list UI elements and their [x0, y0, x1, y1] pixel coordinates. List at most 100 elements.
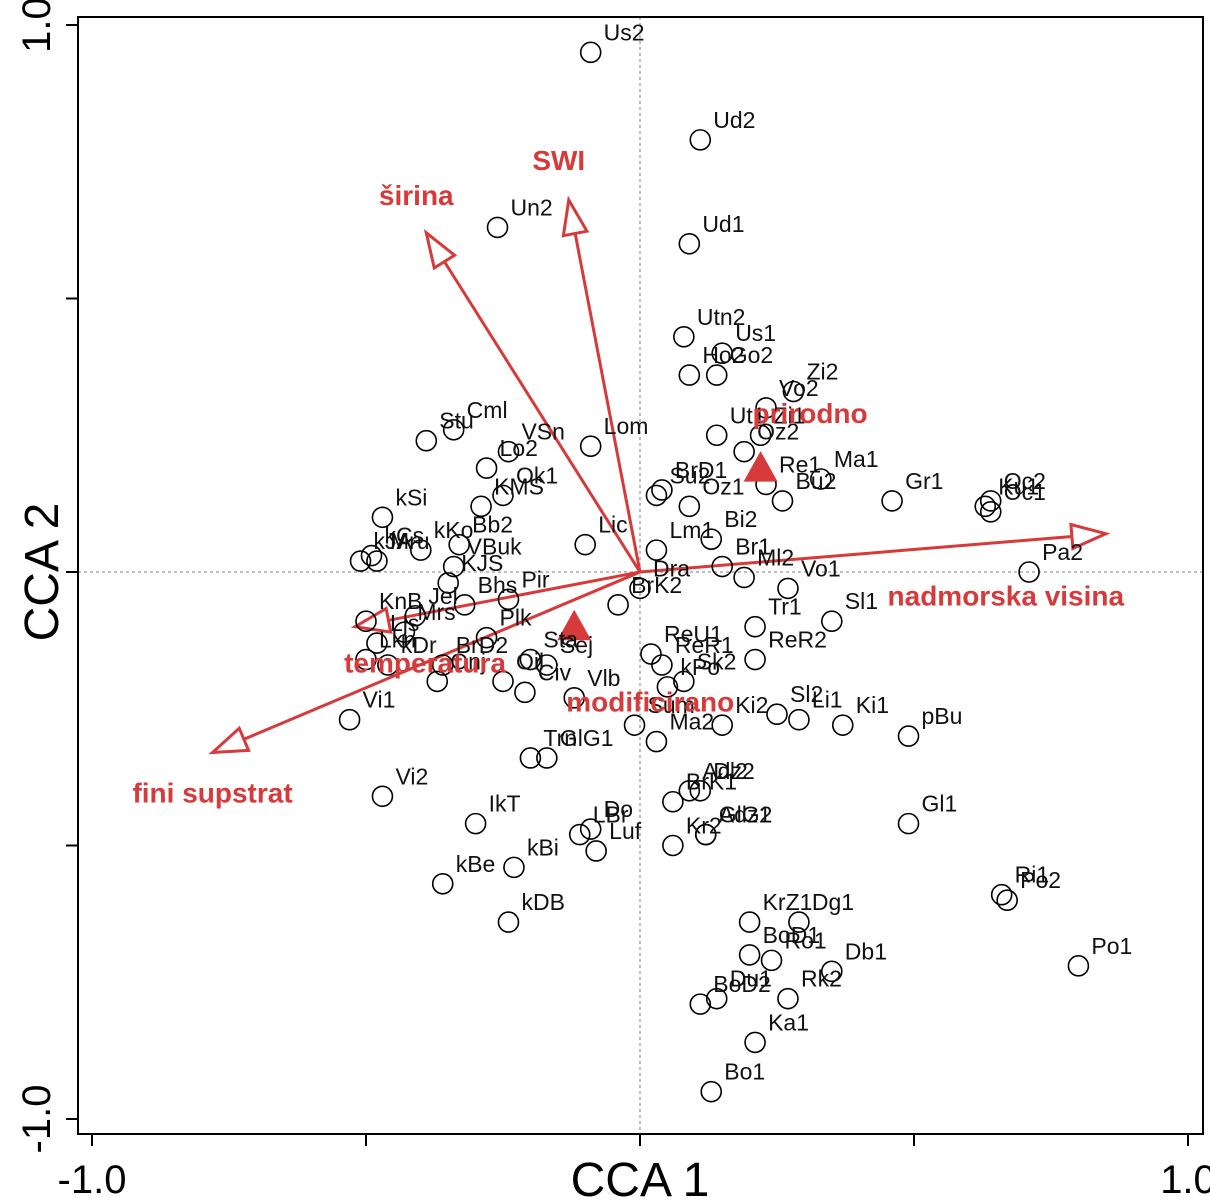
site-point-dl2	[689, 779, 712, 802]
centroid-prirodno	[743, 451, 778, 482]
site-point-pbu	[897, 725, 920, 747]
site-point-brk2	[607, 594, 629, 616]
site-label-civ: Civ	[538, 659, 572, 685]
site-label-bu2: Bu2	[795, 468, 836, 494]
site-point-kms	[470, 495, 492, 518]
site-point-ud2	[689, 129, 712, 151]
site-point-mrs	[393, 621, 416, 643]
site-point-sum	[623, 714, 646, 736]
centroid-modificirano	[557, 609, 592, 641]
site-label-kko: kKo	[434, 517, 474, 543]
site-point-gl1	[897, 812, 920, 835]
site-label-reu1: ReU1	[664, 621, 723, 647]
site-point-oc2	[979, 490, 1002, 512]
site-point-ud1	[678, 233, 701, 255]
site-label-ut1: Ut1	[730, 402, 766, 428]
site-label-lm1: Lm1	[669, 517, 714, 543]
site-label-trn: Trn	[543, 725, 577, 751]
site-label-rk2: Rk2	[801, 966, 842, 992]
site-point-ma1	[810, 468, 832, 490]
site-point-adz2	[678, 779, 701, 802]
site-point-reu1	[640, 643, 662, 665]
site-point-ksi	[371, 506, 394, 529]
site-point-li1	[788, 708, 810, 731]
site-point-rer1	[651, 654, 673, 676]
site-point-sej	[536, 654, 558, 676]
site-point-ro1	[760, 949, 783, 972]
vector-label-swi: SWI	[532, 145, 585, 176]
site-label-kms: KMS	[494, 473, 544, 499]
site-label-cml: Cml	[467, 397, 508, 423]
site-label-ki2: Ki2	[735, 692, 768, 718]
site-label-pbu: pBu	[922, 703, 963, 729]
site-point-us2	[579, 41, 602, 64]
site-point-un2	[486, 216, 509, 239]
site-point-lkn	[355, 648, 377, 671]
site-label-rer2: ReR2	[768, 627, 827, 653]
site-point-oz2	[733, 440, 755, 463]
site-label-lom: Lom	[604, 413, 649, 439]
vector-sirina	[443, 260, 642, 573]
site-label-un2: Un2	[511, 194, 553, 220]
site-label-ljs: Ljs	[390, 610, 419, 636]
site-label-sl1: Sl1	[845, 588, 878, 614]
site-point-tr1	[744, 615, 766, 638]
site-label-sej: Sej	[560, 632, 593, 658]
site-point-ut1	[705, 424, 728, 447]
site-label-kjs: KJS	[461, 550, 503, 576]
site-point-pa2	[1018, 561, 1040, 583]
site-label-sum: Sum	[648, 692, 695, 718]
site-points	[338, 41, 1090, 1103]
site-point-bhs	[453, 594, 476, 616]
site-point-oil	[492, 670, 514, 693]
site-point-sl1	[820, 610, 843, 633]
vector-arrowhead-sirina	[423, 229, 458, 271]
site-point-oc1	[979, 501, 1002, 523]
site-point-ljs	[366, 632, 388, 654]
site-label-vbuk: VBuk	[467, 534, 522, 560]
site-point-lic	[574, 533, 597, 556]
site-point-bb2	[448, 533, 470, 556]
site-point-go2	[705, 364, 728, 386]
site-label-kdr: kDr	[401, 632, 437, 658]
site-point-bod1	[738, 944, 761, 966]
site-label-krz1: KrZ1	[763, 889, 813, 915]
site-label-brk2: BrK2	[631, 572, 682, 598]
site-label-bod2: BoD2	[713, 971, 771, 997]
site-label-po2: Po2	[1020, 867, 1061, 893]
vector-label-nadmorska-visina: nadmorska visina	[888, 581, 1125, 612]
site-point-zi2	[782, 380, 805, 403]
site-label-ku1: Ku1	[998, 473, 1039, 499]
site-point-sta	[519, 648, 542, 671]
site-label-re1: Re1	[779, 451, 821, 477]
site-label-bi2: Bi2	[724, 506, 757, 532]
site-point-brd2	[431, 654, 454, 676]
site-label-bb2: Bb2	[472, 512, 513, 538]
site-label-ri1: Ri1	[1015, 862, 1050, 888]
site-label-us2: Us2	[604, 19, 645, 45]
site-point-luf	[585, 840, 607, 862]
site-label-ma2: Ma2	[669, 709, 714, 735]
site-label-ma1: Ma1	[834, 446, 879, 472]
site-point-us1	[711, 342, 734, 365]
site-point-lm1	[645, 539, 668, 561]
site-label-vsn: VSn	[521, 419, 564, 445]
site-point-trn	[519, 747, 542, 769]
site-point-kdr	[377, 654, 399, 676]
site-label-ho2: Ho2	[702, 342, 744, 368]
x-tick-label: -1.0	[58, 1158, 127, 1202]
site-label-gl1: Gl1	[922, 791, 958, 817]
site-label-sta: Sta	[543, 627, 578, 653]
site-point-ok1	[492, 484, 514, 507]
site-label-ikt: IkT	[489, 791, 521, 817]
site-label-vlb: Vlb	[587, 665, 620, 691]
site-label-oc2: Oc2	[1004, 468, 1046, 494]
site-point-ri1	[990, 883, 1013, 906]
site-point-kja	[349, 550, 372, 572]
site-label-do: Do	[604, 796, 633, 822]
site-label-us1: Us1	[735, 320, 776, 346]
site-label-ml2: Ml2	[757, 544, 794, 570]
site-point-dra	[629, 577, 651, 600]
